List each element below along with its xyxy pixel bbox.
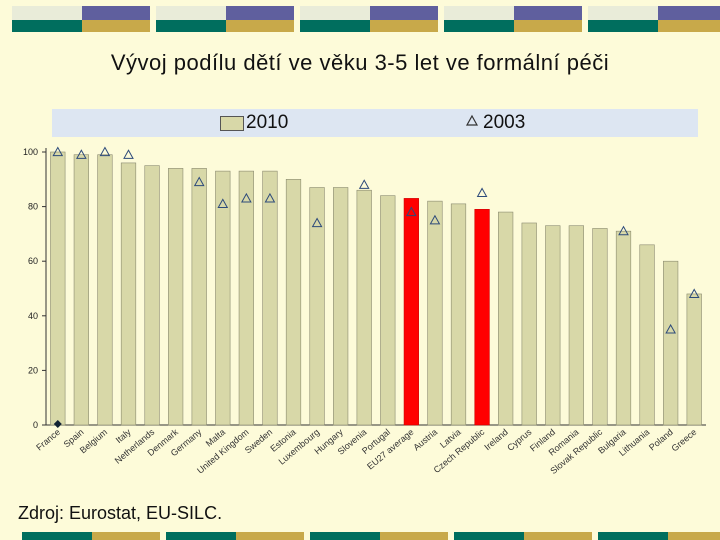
deco-block-gold <box>524 532 592 540</box>
marker-2003 <box>665 323 676 334</box>
bar-2010 <box>50 151 66 426</box>
x-tick-label: Austria <box>411 427 439 453</box>
legend-label-2010: 2010 <box>246 112 289 133</box>
deco-block-light <box>588 6 658 20</box>
chart-title: Vývoj podílu dětí ve věku 3-5 let ve for… <box>110 50 610 75</box>
deco-block-light <box>300 6 370 20</box>
deco-block-gold <box>226 20 294 32</box>
bar-2010 <box>285 179 302 426</box>
deco-block-teal <box>454 532 524 540</box>
source-note: Zdroj: Eurostat, EU-SILC. <box>18 503 223 523</box>
deco-block-gold <box>370 20 438 32</box>
bar-2010 <box>686 293 702 426</box>
bar-2010 <box>73 154 89 426</box>
bar-2010 <box>380 195 396 426</box>
deco-block-light <box>156 6 226 20</box>
y-tick-label: 20 <box>28 365 38 375</box>
marker-2003 <box>358 179 370 189</box>
bar-2010 <box>403 198 419 426</box>
deco-block-gold <box>514 20 582 32</box>
bar-2010 <box>568 225 584 426</box>
deco-block-teal <box>166 532 236 540</box>
bar-2010 <box>144 165 160 426</box>
deco-block-blue <box>226 6 294 20</box>
marker-2003 <box>193 176 205 187</box>
bar-2010 <box>120 162 137 426</box>
bar-2010 <box>498 211 514 426</box>
legend-label-2003: 2003 <box>483 112 526 133</box>
bar-2010 <box>427 200 443 426</box>
deco-block-gold <box>380 532 448 540</box>
x-tick-label: Greece <box>669 427 698 454</box>
deco-block-teal <box>598 532 668 540</box>
bottom-decorative-band <box>22 532 720 540</box>
bar-2010 <box>191 168 207 426</box>
deco-block-blue <box>658 6 720 20</box>
bar-2010 <box>474 209 490 426</box>
bar-2010 <box>168 168 184 426</box>
deco-block-teal <box>444 20 514 32</box>
deco-block-teal <box>156 20 226 32</box>
marker-2003 <box>406 206 417 217</box>
marker-2003 <box>52 146 64 157</box>
deco-block-gold <box>236 532 304 540</box>
marker-2003 <box>429 214 441 225</box>
bar-2010 <box>592 228 608 426</box>
marker-2003 <box>76 149 87 159</box>
deco-block-teal <box>22 532 92 540</box>
deco-block-gold <box>658 20 720 32</box>
bar-2010 <box>356 189 372 426</box>
marker-2003 <box>688 288 700 299</box>
origin-diamond-icon <box>53 420 62 428</box>
bar-2010 <box>97 154 113 426</box>
deco-block-light <box>444 6 514 20</box>
marker-2003 <box>241 192 252 203</box>
marker-2003 <box>217 198 229 208</box>
deco-block-light <box>12 6 82 20</box>
bar-2010 <box>639 244 655 426</box>
marker-2003 <box>99 146 111 157</box>
bar-2010 <box>521 222 537 426</box>
deco-block-teal <box>310 532 380 540</box>
bar-2010 <box>545 225 561 426</box>
bar-2010 <box>238 170 254 426</box>
deco-block-teal <box>588 20 658 32</box>
bar-2010 <box>309 187 325 426</box>
top-decorative-band <box>12 6 720 32</box>
marker-2003 <box>618 225 629 236</box>
bar-2010 <box>215 170 231 426</box>
deco-block-blue <box>370 6 438 20</box>
legend <box>52 109 698 137</box>
marker-2003 <box>123 149 134 159</box>
bar-2010 <box>663 260 679 426</box>
deco-block-gold <box>82 20 150 32</box>
legend-swatch-2010 <box>220 116 244 131</box>
deco-block-teal <box>300 20 370 32</box>
deco-block-teal <box>12 20 82 32</box>
deco-block-blue <box>82 6 150 20</box>
bar-2010 <box>450 203 467 426</box>
marker-2003 <box>264 192 276 203</box>
bar-2010 <box>262 170 278 426</box>
bar-2010 <box>615 230 632 426</box>
deco-block-gold <box>92 532 160 540</box>
y-tick-label: 100 <box>23 147 38 157</box>
marker-2003 <box>476 187 488 198</box>
y-tick-label: 40 <box>28 311 38 321</box>
marker-2003 <box>311 217 323 228</box>
bar-2010 <box>333 187 349 426</box>
legend-triangle-icon <box>465 114 479 126</box>
deco-block-blue <box>514 6 582 20</box>
y-tick-label: 60 <box>28 256 38 266</box>
x-tick-label: France <box>34 427 62 453</box>
x-tick-label: Ireland <box>482 427 510 452</box>
y-tick-label: 0 <box>33 420 38 430</box>
deco-block-gold <box>668 532 720 540</box>
y-tick-label: 80 <box>28 202 38 212</box>
